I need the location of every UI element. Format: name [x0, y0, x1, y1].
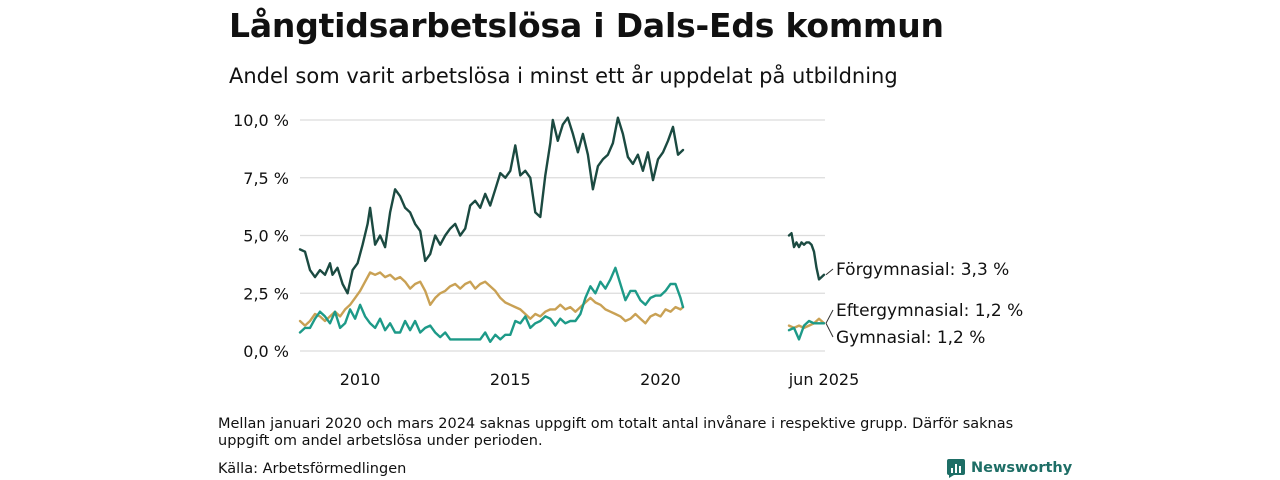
series-line-förgymnasial [298, 116, 685, 295]
series-line-eftergymnasial [298, 271, 685, 327]
y-tick-label: 5,0 % [243, 227, 289, 246]
series-end-label: Gymnasial: 1,2 % [836, 328, 985, 348]
brand-name: Newsworthy [971, 460, 1073, 476]
x-tick-label: jun 2025 [788, 370, 860, 389]
series-line-gymnasial [787, 319, 826, 341]
y-tick-label: 10,0 % [233, 111, 289, 130]
newsworthy-logo-icon [947, 459, 965, 478]
series-end-labels: Förgymnasial: 3,3 % Eftergymnasial: 1,2 %… [825, 260, 1023, 348]
y-axis-ticks: 0,0 % 2,5 % 5,0 % 7,5 % 10,0 % [233, 111, 289, 361]
series-line-gymnasial [298, 266, 685, 343]
x-tick-label: 2015 [490, 370, 531, 389]
series-end-label: Förgymnasial: 3,3 % [836, 260, 1009, 280]
page-subtitle: Andel som varit arbetslösa i minst ett å… [229, 64, 898, 88]
series-lines [298, 116, 826, 343]
y-tick-label: 7,5 % [243, 169, 289, 188]
label-leader-line [825, 309, 834, 324]
y-tick-label: 0,0 % [243, 342, 289, 361]
series-end-label: Eftergymnasial: 1,2 % [836, 301, 1023, 321]
footnote: Mellan januari 2020 och mars 2024 saknas… [218, 416, 1014, 449]
series-line-förgymnasial [787, 231, 826, 281]
x-tick-label: 2010 [340, 370, 381, 389]
y-tick-label: 2,5 % [243, 284, 289, 303]
label-leader-line [825, 323, 834, 338]
x-axis-ticks: 2010 2015 2020 jun 2025 [340, 370, 860, 389]
label-leader-line [825, 268, 834, 276]
brand-logo: Newsworthy [946, 458, 1072, 478]
x-tick-label: 2020 [640, 370, 681, 389]
source-text: Källa: Arbetsförmedlingen [218, 461, 407, 477]
page-title: Långtidsarbetslösa i Dals-Eds kommun [229, 6, 944, 45]
chart-grid [300, 119, 825, 352]
